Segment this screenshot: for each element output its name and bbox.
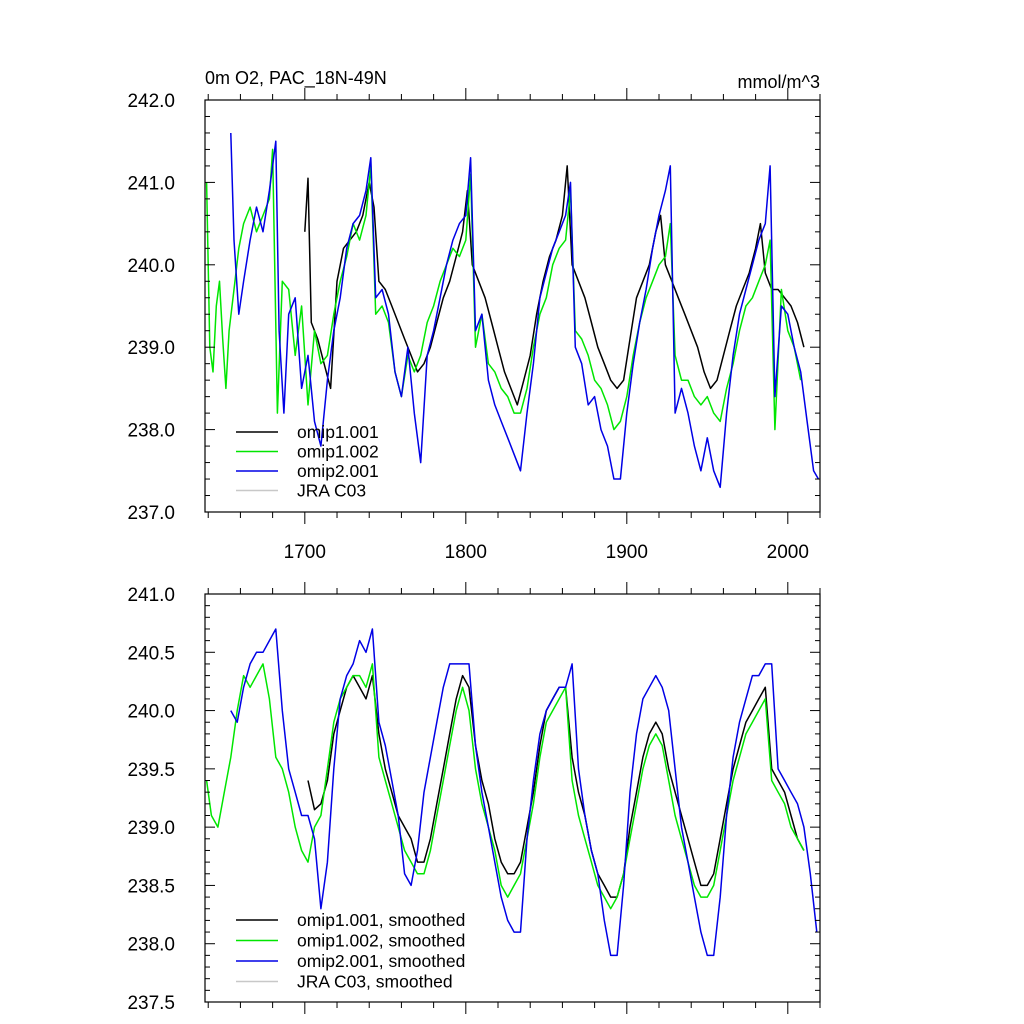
- x-tick-label: 1800: [445, 542, 487, 563]
- chart-title: 0m O2, PAC_18N-49N: [205, 68, 387, 89]
- y-tick-label: 238.5: [127, 876, 175, 897]
- x-tick-label: 1700: [284, 542, 326, 563]
- top-panel: 237.0 238.0 239.0 240.0 241.0 242.0 1700 1800 19…: [127, 68, 821, 563]
- legend-label: omip2.001, smoothed: [297, 951, 465, 971]
- legend-label: JRA C03, smoothed: [297, 972, 453, 992]
- legend-label: omip1.001, smoothed: [297, 910, 465, 930]
- y-tick-label: 239.5: [127, 760, 175, 781]
- y-tick-label: 238.0: [127, 421, 175, 442]
- x-tick-label: 2000: [767, 542, 809, 563]
- plot-frame: [204, 593, 821, 1003]
- y-tick-label: 240.0: [127, 702, 175, 723]
- series-line-1: [304, 165, 805, 406]
- y-tick-label: 239.0: [127, 818, 175, 839]
- plot-frame: [204, 99, 821, 513]
- legend-label: omip1.001: [297, 422, 379, 442]
- series-line-3: [230, 132, 820, 489]
- y-tick-label: 239.0: [127, 338, 175, 359]
- series-line-2: [205, 663, 805, 910]
- y-tick-label: 241.0: [127, 585, 175, 606]
- y-tick-label: 238.0: [127, 935, 175, 956]
- units-label: mmol/m^3: [738, 72, 820, 92]
- bottom-panel: 237.5 238.0 238.5 239.0 239.5 240.0 240.5 241.0…: [127, 582, 821, 1014]
- legend-label: omip1.002: [297, 442, 379, 462]
- series-line-3: [230, 628, 818, 957]
- x-tick-label: 1900: [606, 542, 648, 563]
- y-tick-label: 240.5: [127, 643, 175, 664]
- legend-label: omip2.001: [297, 461, 379, 481]
- series-line-2: [205, 148, 802, 431]
- y-tick-label: 237.0: [127, 503, 175, 524]
- y-tick-label: 240.0: [127, 256, 175, 277]
- legend-label: omip1.002, smoothed: [297, 931, 465, 951]
- legend-label: JRA C03: [297, 481, 366, 501]
- y-tick-label: 242.0: [127, 91, 175, 112]
- y-tick-label: 241.0: [127, 173, 175, 194]
- y-tick-label: 237.5: [127, 993, 175, 1014]
